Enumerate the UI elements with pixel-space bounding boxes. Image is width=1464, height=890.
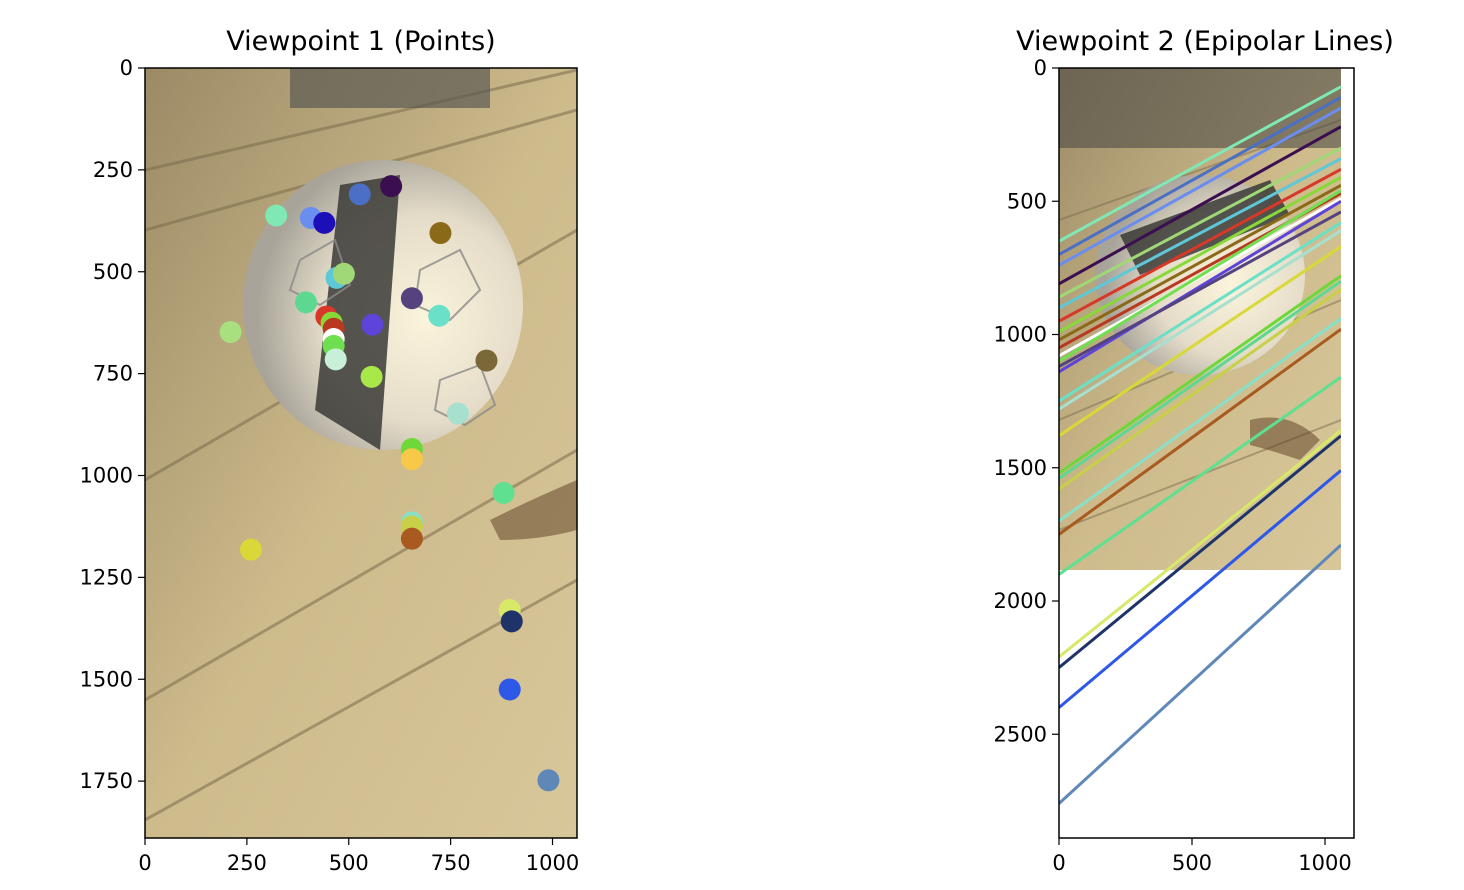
epipolar-line <box>1059 175 1341 334</box>
y-axis-2-tick-label: 1500 <box>994 456 1047 480</box>
x-axis-1-tick-label: 250 <box>227 851 267 875</box>
epipolar-line <box>1059 245 1341 438</box>
scatter-point <box>400 448 423 471</box>
epipolar-line <box>1059 221 1341 403</box>
y-axis-2: 0 500 1000 1500 2000 2500 <box>994 56 1059 746</box>
epipolar-line <box>1059 229 1341 411</box>
x-axis-2-tick-label: 500 <box>1172 851 1212 875</box>
x-axis-1-tick-label: 0 <box>138 851 151 875</box>
scatter-point <box>324 348 347 371</box>
epipolar-line <box>1059 543 1341 805</box>
epipolar-line <box>1059 199 1341 374</box>
y-axis-2-tick-label: 2500 <box>994 722 1047 746</box>
scatter-point <box>400 287 423 310</box>
epipolar-line <box>1059 327 1341 536</box>
x-axis-1-tick-label: 500 <box>329 851 369 875</box>
epipolar-line <box>1059 167 1341 323</box>
epipolar-line <box>1059 189 1341 363</box>
y-axis-1-tick-label: 500 <box>93 260 133 284</box>
epipolar-line <box>1059 210 1341 368</box>
scatter-points <box>219 175 560 792</box>
axes-frame-1 <box>144 67 578 839</box>
scatter-point <box>428 304 451 327</box>
epipolar-line <box>1059 375 1341 576</box>
panel-viewpoint-1: 0 250 500 750 1000 0 250 500 750 1000 1250 1500 175… <box>80 26 580 875</box>
x-axis-1-tick-label: 1000 <box>526 851 579 875</box>
epipolar-line <box>1059 183 1341 342</box>
scatter-point <box>294 291 317 314</box>
y-axis-2-tick-label: 500 <box>1007 189 1047 213</box>
scatter-point <box>429 222 452 245</box>
scatter-point <box>537 769 560 792</box>
epipolar-line <box>1059 85 1341 243</box>
y-axis-2-tick-label: 2000 <box>994 589 1047 613</box>
x-axis-2: 0 500 1000 <box>1052 838 1352 875</box>
epipolar-line <box>1059 317 1341 523</box>
epipolar-line <box>1059 106 1341 267</box>
scatter-point <box>348 183 371 206</box>
y-axis-1-tick-label: 1750 <box>80 769 133 793</box>
scatter-point <box>361 313 384 336</box>
scatter-point <box>239 538 262 561</box>
panel-viewpoint-2: 0 500 1000 0 500 1000 1500 2000 2500 Viewpoint … <box>994 26 1394 875</box>
epipolar-lines <box>1059 85 1341 805</box>
y-axis-1-tick-label: 0 <box>120 56 133 80</box>
scatter-point <box>360 365 383 388</box>
x-axis-1: 0 250 500 750 1000 <box>138 838 579 875</box>
scatter-point <box>475 349 498 372</box>
chart-title-2: Viewpoint 2 (Epipolar Lines) <box>1016 26 1394 57</box>
y-axis-1: 0 250 500 750 1000 1250 1500 1750 <box>80 56 145 793</box>
epipolar-line <box>1059 434 1341 669</box>
y-axis-1-tick-label: 250 <box>93 158 133 182</box>
scatter-point <box>219 321 242 344</box>
scatter-point <box>380 175 403 198</box>
epipolar-line <box>1059 96 1341 256</box>
epipolar-line <box>1059 287 1341 491</box>
x-axis-2-tick-label: 0 <box>1052 851 1065 875</box>
y-axis-1-tick-label: 1000 <box>80 464 133 488</box>
epipolar-line <box>1059 146 1341 299</box>
epipolar-line <box>1059 125 1341 286</box>
y-axis-1-tick-label: 1500 <box>80 667 133 691</box>
scatter-point <box>446 402 469 425</box>
y-axis-2-tick-label: 0 <box>1034 56 1047 80</box>
scatter-point <box>500 610 523 633</box>
x-axis-1-tick-label: 750 <box>431 851 471 875</box>
scatter-point <box>265 204 288 227</box>
x-axis-2-tick-label: 1000 <box>1298 851 1351 875</box>
epipolar-line <box>1059 469 1341 709</box>
epipolar-line <box>1059 429 1341 659</box>
chart-title-1: Viewpoint 1 (Points) <box>226 26 495 57</box>
epipolar-line <box>1059 279 1341 480</box>
scatter-point <box>498 678 521 701</box>
scatter-point <box>492 482 515 505</box>
y-axis-1-tick-label: 1250 <box>80 565 133 589</box>
scatter-point <box>332 262 355 285</box>
epipolar-line <box>1059 157 1341 310</box>
scatter-point <box>313 211 336 234</box>
axes-frame-2 <box>1058 67 1355 839</box>
y-axis-2-tick-label: 1000 <box>994 323 1047 347</box>
epipolar-line <box>1059 274 1341 475</box>
y-axis-1-tick-label: 750 <box>93 362 133 386</box>
scatter-point <box>400 527 423 550</box>
